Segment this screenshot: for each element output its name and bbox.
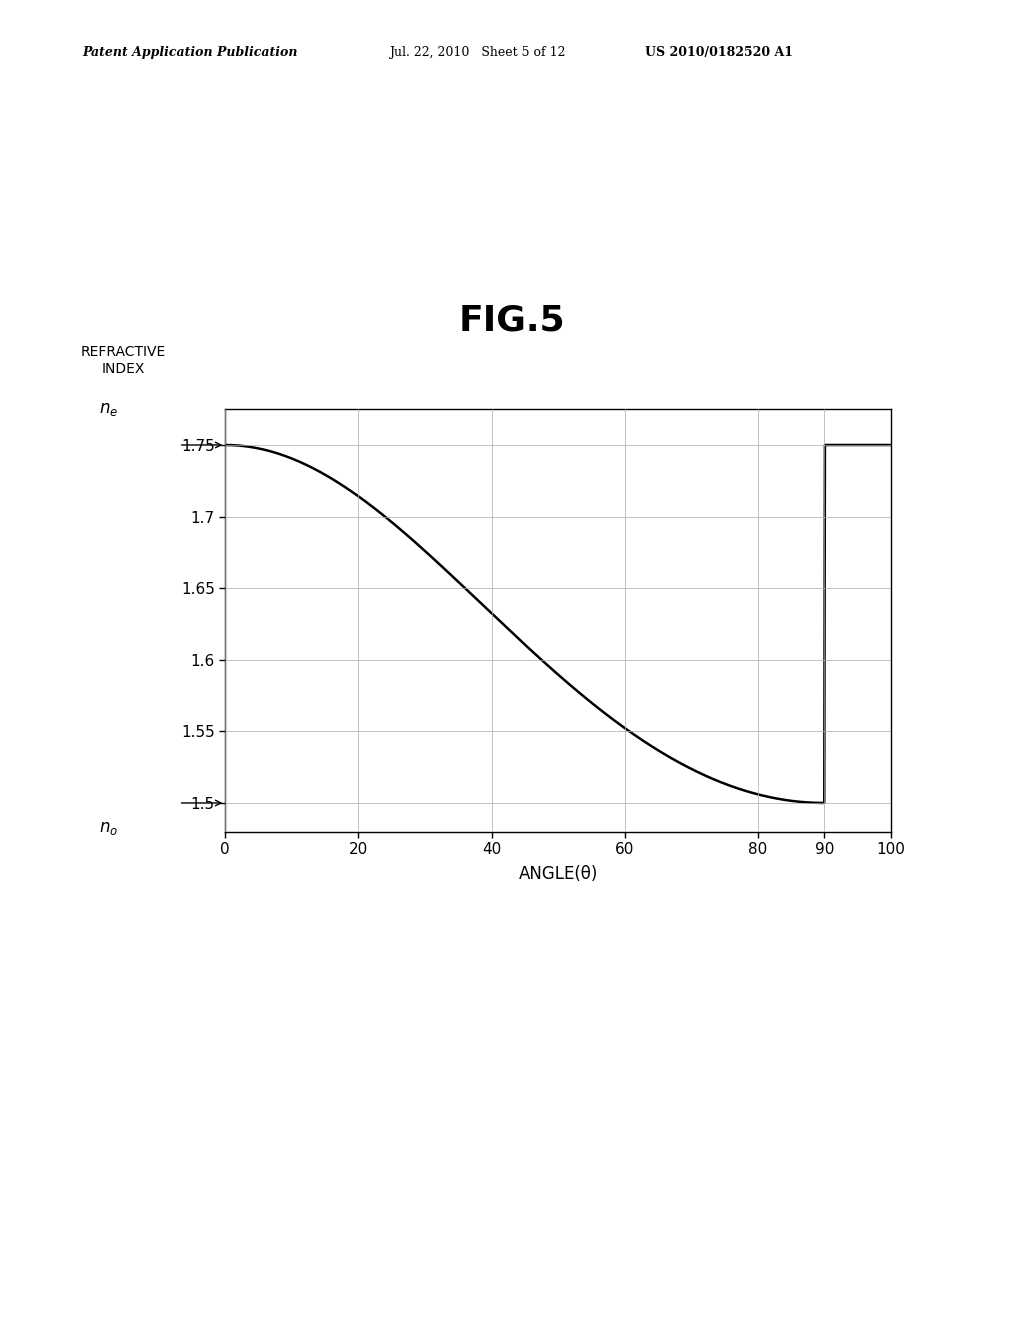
Text: Jul. 22, 2010   Sheet 5 of 12: Jul. 22, 2010 Sheet 5 of 12 bbox=[389, 46, 565, 59]
Text: REFRACTIVE
INDEX: REFRACTIVE INDEX bbox=[80, 345, 166, 376]
Text: $n_e$: $n_e$ bbox=[98, 401, 118, 417]
Text: US 2010/0182520 A1: US 2010/0182520 A1 bbox=[645, 46, 794, 59]
Text: Patent Application Publication: Patent Application Publication bbox=[82, 46, 297, 59]
X-axis label: ANGLE(θ): ANGLE(θ) bbox=[518, 866, 598, 883]
Text: FIG.5: FIG.5 bbox=[459, 304, 565, 338]
Text: $n_o$: $n_o$ bbox=[98, 821, 118, 837]
